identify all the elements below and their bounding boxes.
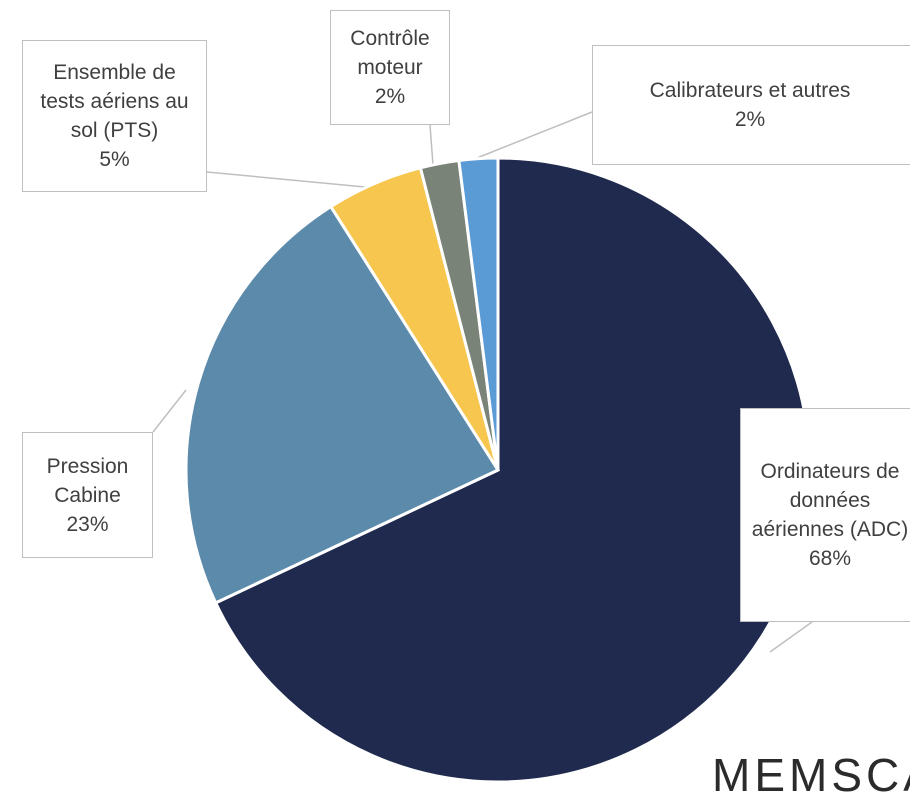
slices [184,156,812,784]
category-label: Ensemble de tests aériens au sol (PTS) [40,61,189,142]
leader-line [429,124,434,166]
data-label: Calibrateurs et autres 2% [592,45,910,165]
value-label: 5% [99,148,130,171]
category-label: Calibrateurs et autres [649,79,851,102]
value-label: 23% [66,512,109,536]
data-label: Pression Cabine 23% [22,432,153,558]
logo: MEMSCA [712,749,910,801]
leader-line [476,111,593,159]
value-label: 2% [374,85,406,108]
leader-lines [152,111,813,653]
category-label: Pression Cabine [46,454,129,507]
category-label: Ordinateurs de données aériennes (ADC) [751,460,909,541]
leader-line [152,389,187,433]
category-label: Contrôle moteur [350,27,430,79]
data-label: Ordinateurs de données aériennes (ADC) 68… [740,408,910,622]
leader-line [206,171,366,188]
slice [457,156,500,471]
value-label: 68% [808,547,852,570]
leader-line [769,621,813,653]
slice [184,204,501,605]
data-label: Ensemble de tests aériens au sol (PTS) 5% [22,40,207,192]
slice [213,156,812,784]
data-label: Contrôle moteur 2% [330,10,450,125]
value-label: 2% [734,108,766,131]
